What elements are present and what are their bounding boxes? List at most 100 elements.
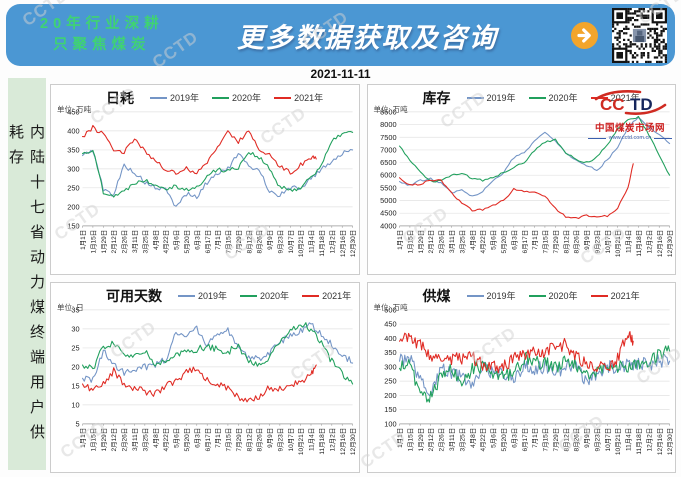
svg-text:10月21日: 10月21日 [614,230,622,257]
svg-text:12月30日: 12月30日 [666,230,674,257]
svg-text:5: 5 [75,419,79,428]
svg-text:4月8日: 4月8日 [152,428,160,448]
svg-text:450: 450 [67,107,79,116]
svg-text:7月15日: 7月15日 [541,428,549,452]
legend-line-swatch [466,96,484,99]
logo-subtitle: 中国煤炭市场网 [594,123,665,134]
svg-text:1月1日: 1月1日 [396,230,404,250]
svg-text:5月6日: 5月6日 [489,230,497,250]
svg-text:350: 350 [67,145,79,154]
legend-line-swatch [528,294,546,297]
svg-text:8500: 8500 [380,107,396,116]
svg-text:10月7日: 10月7日 [603,428,611,452]
unit-label: 单位: 万吨 [373,303,408,312]
svg-text:10月21日: 10月21日 [614,428,622,455]
svg-text:1月29日: 1月29日 [100,230,108,254]
svg-text:200: 200 [384,391,396,400]
svg-text:8月26日: 8月26日 [256,230,264,254]
svg-text:8月12日: 8月12日 [562,230,570,254]
svg-text:400: 400 [67,126,79,135]
svg-text:5月20日: 5月20日 [183,230,191,254]
svg-text:6000: 6000 [380,171,396,180]
svg-text:450: 450 [384,320,396,329]
svg-text:6月17日: 6月17日 [204,428,212,452]
logo-url: www.cctd.com.cn [608,135,652,141]
legend-item: 2020年 [528,289,578,302]
svg-text:5月6日: 5月6日 [489,428,497,448]
chart-title: 可用天数 [106,287,162,304]
svg-text:6月17日: 6月17日 [204,230,212,254]
line-chart-daily-consumption: 150 200 250 300 350 400 450 1月1日 1月15日 1月29日 2月12日… [67,107,357,257]
tagline-line1: 20年行业深耕 [40,15,164,32]
svg-text:1月29日: 1月29日 [416,428,424,452]
svg-text:9月9日: 9月9日 [583,230,591,250]
svg-text:9月23日: 9月23日 [593,428,601,452]
svg-text:10月7日: 10月7日 [287,428,295,452]
chart-panel-inventory: 库存 2019年 2020年 2021年 单位: 万吨 4000 4500 5000 55… [366,84,676,275]
legend-line-swatch [178,294,195,297]
legend-item: 2020年 [212,91,261,104]
logo-text-td: TD [630,95,653,114]
svg-text:4500: 4500 [380,209,396,218]
sidebar-strip: 内陆十七省动力煤终端用户供耗存 [7,78,46,470]
header-promo-text: 更多数据获取及咨询 [236,22,498,53]
svg-text:1月29日: 1月29日 [416,230,424,254]
svg-text:5000: 5000 [380,196,396,205]
svg-text:12月30日: 12月30日 [666,428,674,455]
legend-item: 2020年 [528,91,578,104]
legend-item: 2019年 [466,289,516,302]
svg-text:12月2日: 12月2日 [328,428,336,452]
svg-text:12月16日: 12月16日 [655,428,663,455]
svg-text:11月18日: 11月18日 [318,428,326,455]
svg-text:9月9日: 9月9日 [266,230,274,250]
svg-text:6月17日: 6月17日 [520,428,528,452]
svg-text:250: 250 [67,183,79,192]
svg-text:4月22日: 4月22日 [479,230,487,254]
svg-text:11月4日: 11月4日 [624,230,632,253]
svg-text:7月29日: 7月29日 [235,230,243,254]
legend-label: 2020年 [260,291,290,301]
svg-text:300: 300 [67,164,79,173]
arrow-right-icon [571,21,598,49]
svg-text:7月1日: 7月1日 [531,230,539,250]
svg-text:7月29日: 7月29日 [551,428,559,452]
svg-text:200: 200 [67,202,79,211]
legend-line-swatch [590,294,608,297]
legend-line-swatch [150,96,167,99]
svg-text:9月9日: 9月9日 [266,428,274,448]
svg-text:150: 150 [67,221,79,230]
svg-text:11月4日: 11月4日 [308,230,316,253]
svg-text:7月1日: 7月1日 [214,230,222,250]
svg-text:3月11日: 3月11日 [131,230,139,253]
svg-text:7月29日: 7月29日 [235,428,243,452]
unit-label: 单位: 万吨 [373,105,408,114]
legend-label: 2021年 [322,291,352,301]
line-chart-inventory: 4000 4500 5000 5500 6000 6500 7000 7500 8000 8500… [380,107,674,257]
svg-text:11月18日: 11月18日 [634,230,642,257]
svg-text:2月12日: 2月12日 [110,230,118,254]
svg-text:8月26日: 8月26日 [572,428,580,452]
legend-label: 2019年 [486,93,516,103]
svg-text:10月7日: 10月7日 [603,230,611,254]
svg-text:11月18日: 11月18日 [318,230,326,257]
svg-text:1月1日: 1月1日 [396,428,404,448]
svg-text:7月1日: 7月1日 [214,428,222,448]
svg-text:1月15日: 1月15日 [89,230,97,254]
svg-text:300: 300 [384,362,396,371]
svg-text:7500: 7500 [380,133,396,142]
svg-text:5月20日: 5月20日 [499,230,507,254]
svg-text:11月4日: 11月4日 [624,428,632,451]
svg-text:2月12日: 2月12日 [110,428,118,452]
legend-label: 2019年 [170,93,200,103]
svg-text:12月2日: 12月2日 [328,230,336,254]
svg-text:5月6日: 5月6日 [173,230,181,250]
svg-text:8月12日: 8月12日 [562,428,570,452]
svg-text:20: 20 [71,362,79,371]
legend-label: 2021年 [610,93,640,103]
svg-text:1月15日: 1月15日 [406,428,414,452]
svg-text:2月26日: 2月26日 [437,230,445,254]
chart-title: 日耗 [106,89,134,106]
svg-text:7月1日: 7月1日 [531,428,539,448]
chart-legend: 2019年 2020年 2021年 [178,289,351,302]
legend-item: 2019年 [150,91,199,104]
